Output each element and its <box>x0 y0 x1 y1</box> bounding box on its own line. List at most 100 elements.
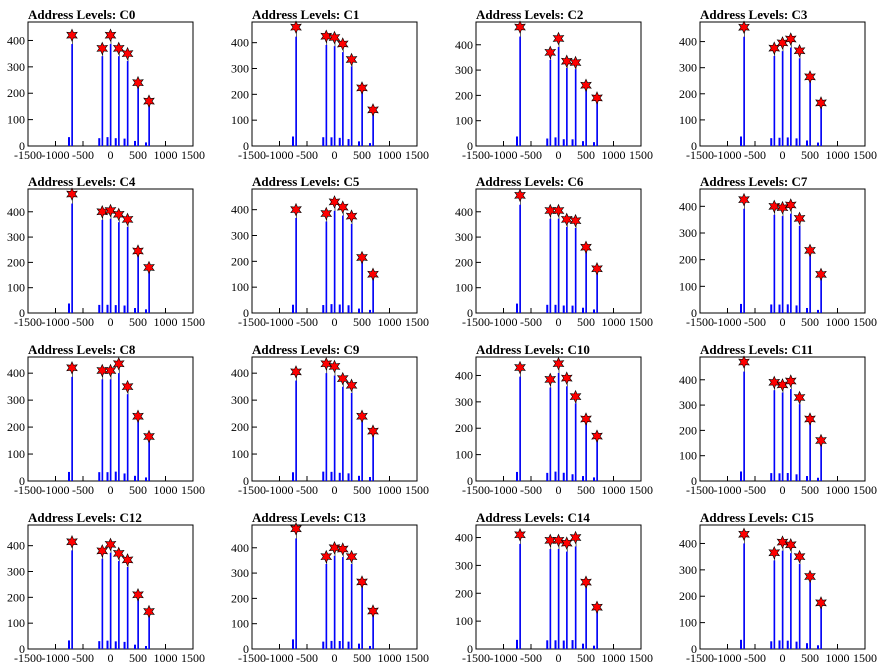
histogram-bar <box>98 138 101 146</box>
histogram-bar <box>516 639 518 649</box>
peak-marker <box>367 267 379 281</box>
x-tick-label: -500 <box>520 483 542 497</box>
x-tick-label: 1500 <box>181 483 205 497</box>
histogram-bar <box>342 215 344 313</box>
histogram-bar <box>106 640 109 649</box>
y-tick-label: 100 <box>231 280 249 294</box>
y-tick-label: 0 <box>19 139 25 153</box>
peak-marker <box>580 575 592 589</box>
x-tick-label: 0 <box>332 651 338 665</box>
x-tick-label: 500 <box>801 483 819 497</box>
x-tick-label: 1500 <box>629 651 653 665</box>
histogram-bar <box>795 138 798 146</box>
histogram-bar <box>809 582 811 649</box>
histogram-bar <box>330 304 333 313</box>
x-tick-label: -1500 <box>686 651 714 665</box>
y-tick-label: 0 <box>19 474 25 488</box>
histogram-bar <box>519 204 521 313</box>
histogram-bar <box>593 309 595 313</box>
peak-marker <box>320 356 333 371</box>
x-tick-label: -1500 <box>238 315 266 329</box>
peak-marker <box>544 372 557 387</box>
peak-marker <box>804 243 816 258</box>
y-tick-label: 0 <box>467 306 473 320</box>
peak-marker <box>104 203 117 218</box>
histogram-bar <box>101 558 104 649</box>
panel-title: Address Levels: C8 <box>28 342 136 357</box>
y-tick-label: 300 <box>679 226 697 240</box>
y-tick-label: 100 <box>7 113 25 127</box>
y-tick-label: 400 <box>679 35 697 49</box>
histogram-bar <box>369 645 371 649</box>
peak-marker <box>121 379 134 394</box>
histogram-bar <box>574 403 577 481</box>
peak-marker <box>290 522 302 536</box>
peak-marker <box>96 544 109 558</box>
panel-c2: Address Levels: C2 0 100 200 300 400 -1500 -100… <box>455 7 653 162</box>
histogram-bar <box>585 90 587 146</box>
peak-marker <box>804 70 816 84</box>
histogram-bar <box>740 639 742 649</box>
panel-c9: Address Levels: C9 0 100 200 300 400 -1500 -100… <box>231 342 429 497</box>
peak-marker <box>776 36 789 50</box>
y-tick-label: 200 <box>7 255 25 269</box>
histogram-bar <box>571 139 574 146</box>
histogram-bar <box>562 472 565 481</box>
peak-marker <box>815 596 827 610</box>
histogram-bar <box>557 549 560 649</box>
y-tick-label: 300 <box>7 230 25 244</box>
x-tick-label: 1000 <box>378 315 402 329</box>
peak-marker <box>768 375 781 390</box>
peak-marker <box>345 209 358 223</box>
panel-title: Address Levels: C10 <box>476 342 590 357</box>
panel-c4: Address Levels: C4 0 100 200 300 400 -1500 -100… <box>7 174 205 329</box>
peak-marker <box>290 20 302 34</box>
histogram-bar <box>295 380 297 481</box>
x-tick-label: -1000 <box>714 651 742 665</box>
histogram-bar <box>809 423 811 481</box>
peak-marker <box>112 356 125 371</box>
y-tick-label: 200 <box>679 253 697 267</box>
histogram-bar <box>773 55 776 146</box>
y-tick-label: 0 <box>243 139 249 153</box>
histogram-bar <box>566 386 568 481</box>
histogram-bar <box>114 471 117 481</box>
y-tick-label: 0 <box>243 474 249 488</box>
x-tick-label: -1500 <box>238 483 266 497</box>
histogram-bar <box>546 304 549 313</box>
y-tick-label: 300 <box>7 393 25 407</box>
y-tick-label: 300 <box>231 566 249 580</box>
peak-marker <box>367 103 379 117</box>
histogram-bar <box>770 641 773 649</box>
x-tick-label: 1000 <box>826 483 850 497</box>
y-tick-label: 100 <box>679 113 697 127</box>
peak-marker <box>569 55 582 70</box>
x-tick-label: -500 <box>744 315 766 329</box>
x-tick-label: -1000 <box>266 651 294 665</box>
histogram-bar <box>596 101 598 146</box>
histogram-bar <box>566 551 568 649</box>
histogram-bar <box>549 387 552 481</box>
histogram-bar <box>519 543 521 649</box>
peak-marker <box>356 575 368 589</box>
histogram-bar <box>137 255 139 313</box>
histogram-bar <box>571 474 574 481</box>
y-tick-label: 100 <box>231 113 249 127</box>
histogram-bar <box>148 440 150 481</box>
y-tick-label: 0 <box>691 306 697 320</box>
y-tick-label: 300 <box>231 229 249 243</box>
histogram-bar <box>519 376 521 481</box>
panel-title: Address Levels: C13 <box>252 510 366 525</box>
histogram-bar <box>593 645 595 649</box>
histogram-bar <box>516 471 518 481</box>
x-tick-label: 1000 <box>826 148 850 162</box>
histogram-bar <box>109 552 112 649</box>
y-tick-label: 400 <box>455 38 473 52</box>
histogram-bar <box>372 614 374 649</box>
histogram-bar <box>325 221 328 313</box>
histogram-bar <box>109 218 112 313</box>
histogram-bar <box>549 59 552 147</box>
peak-marker <box>738 20 750 34</box>
peak-marker <box>96 363 109 378</box>
histogram-bar <box>134 308 136 313</box>
